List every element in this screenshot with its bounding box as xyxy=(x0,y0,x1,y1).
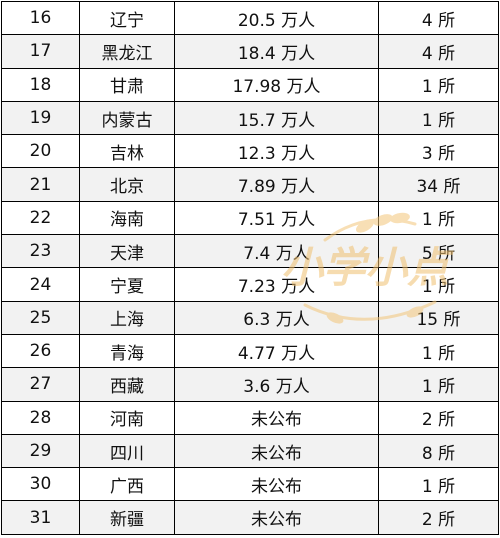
table-row: 20 吉林 12.3 万人 3 所 xyxy=(1,134,499,169)
rank-cell: 28 xyxy=(1,400,80,435)
count-cell: 未公布 xyxy=(174,500,379,535)
universities-cell: 1 所 xyxy=(378,100,499,136)
count-cell: 未公布 xyxy=(174,433,379,469)
count-cell: 18.4 万人 xyxy=(174,34,379,69)
count-cell: 未公布 xyxy=(174,400,379,435)
count-cell: 6.3 万人 xyxy=(174,300,379,335)
province-cell: 黑龙江 xyxy=(79,34,175,69)
rank-cell: 17 xyxy=(1,34,80,69)
universities-cell: 1 所 xyxy=(378,367,499,402)
table-row: 24 宁夏 7.23 万人 1 所 xyxy=(1,267,499,302)
province-cell: 吉林 xyxy=(79,134,175,169)
table-row: 22 海南 7.51 万人 1 所 xyxy=(1,200,499,236)
universities-cell: 2 所 xyxy=(378,400,499,435)
rank-cell: 30 xyxy=(1,467,80,502)
province-cell: 内蒙古 xyxy=(79,100,175,136)
rank-cell: 24 xyxy=(1,267,80,302)
rank-cell: 19 xyxy=(1,100,80,136)
count-cell: 7.51 万人 xyxy=(174,200,379,236)
rank-cell: 31 xyxy=(1,500,80,535)
universities-cell: 2 所 xyxy=(378,500,499,535)
province-cell: 海南 xyxy=(79,200,175,236)
count-cell: 4.77 万人 xyxy=(174,333,379,369)
count-cell: 20.5 万人 xyxy=(174,0,379,36)
universities-cell: 1 所 xyxy=(378,67,499,102)
rank-cell: 27 xyxy=(1,367,80,402)
universities-cell: 3 所 xyxy=(378,134,499,169)
rank-cell: 21 xyxy=(1,167,80,202)
province-cell: 青海 xyxy=(79,333,175,369)
province-cell: 天津 xyxy=(79,234,175,269)
count-cell: 3.6 万人 xyxy=(174,367,379,402)
universities-cell: 4 所 xyxy=(378,34,499,69)
universities-cell: 5 所 xyxy=(378,234,499,269)
universities-cell: 1 所 xyxy=(378,333,499,369)
province-cell: 北京 xyxy=(79,167,175,202)
rank-cell: 25 xyxy=(1,300,80,335)
province-cell: 四川 xyxy=(79,433,175,469)
rank-cell: 18 xyxy=(1,67,80,102)
universities-cell: 4 所 xyxy=(378,0,499,36)
table-row: 28 河南 未公布 2 所 xyxy=(1,400,499,435)
table-row: 23 天津 7.4 万人 5 所 xyxy=(1,234,499,269)
universities-cell: 8 所 xyxy=(378,433,499,469)
table-row: 26 青海 4.77 万人 1 所 xyxy=(1,333,499,369)
count-cell: 12.3 万人 xyxy=(174,134,379,169)
province-cell: 河南 xyxy=(79,400,175,435)
province-cell: 西藏 xyxy=(79,367,175,402)
rank-cell: 20 xyxy=(1,134,80,169)
count-cell: 17.98 万人 xyxy=(174,67,379,102)
province-cell: 广西 xyxy=(79,467,175,502)
rank-cell: 23 xyxy=(1,234,80,269)
rank-cell: 26 xyxy=(1,333,80,369)
rank-cell: 22 xyxy=(1,200,80,236)
count-cell: 15.7 万人 xyxy=(174,100,379,136)
table-row: 18 甘肃 17.98 万人 1 所 xyxy=(1,67,499,102)
count-cell: 7.89 万人 xyxy=(174,167,379,202)
table-row: 21 北京 7.89 万人 34 所 xyxy=(1,167,499,202)
province-cell: 新疆 xyxy=(79,500,175,535)
count-cell: 未公布 xyxy=(174,467,379,502)
table-row: 17 黑龙江 18.4 万人 4 所 xyxy=(1,34,499,69)
table-row: 25 上海 6.3 万人 15 所 xyxy=(1,300,499,335)
table-row: 19 内蒙古 15.7 万人 1 所 xyxy=(1,100,499,136)
universities-cell: 34 所 xyxy=(378,167,499,202)
table-row: 29 四川 未公布 8 所 xyxy=(1,433,499,469)
table-row: 30 广西 未公布 1 所 xyxy=(1,467,499,502)
rank-cell: 29 xyxy=(1,433,80,469)
province-cell: 宁夏 xyxy=(79,267,175,302)
count-cell: 7.4 万人 xyxy=(174,234,379,269)
count-cell: 7.23 万人 xyxy=(174,267,379,302)
universities-cell: 1 所 xyxy=(378,467,499,502)
universities-cell: 1 所 xyxy=(378,200,499,236)
universities-cell: 15 所 xyxy=(378,300,499,335)
province-cell: 上海 xyxy=(79,300,175,335)
province-cell: 辽宁 xyxy=(79,0,175,36)
table-row: 31 新疆 未公布 2 所 xyxy=(1,500,499,535)
table-row: 16 辽宁 20.5 万人 4 所 xyxy=(1,0,499,36)
table-row: 27 西藏 3.6 万人 1 所 xyxy=(1,367,499,402)
rank-cell: 16 xyxy=(1,0,80,36)
province-cell: 甘肃 xyxy=(79,67,175,102)
universities-cell: 1 所 xyxy=(378,267,499,302)
